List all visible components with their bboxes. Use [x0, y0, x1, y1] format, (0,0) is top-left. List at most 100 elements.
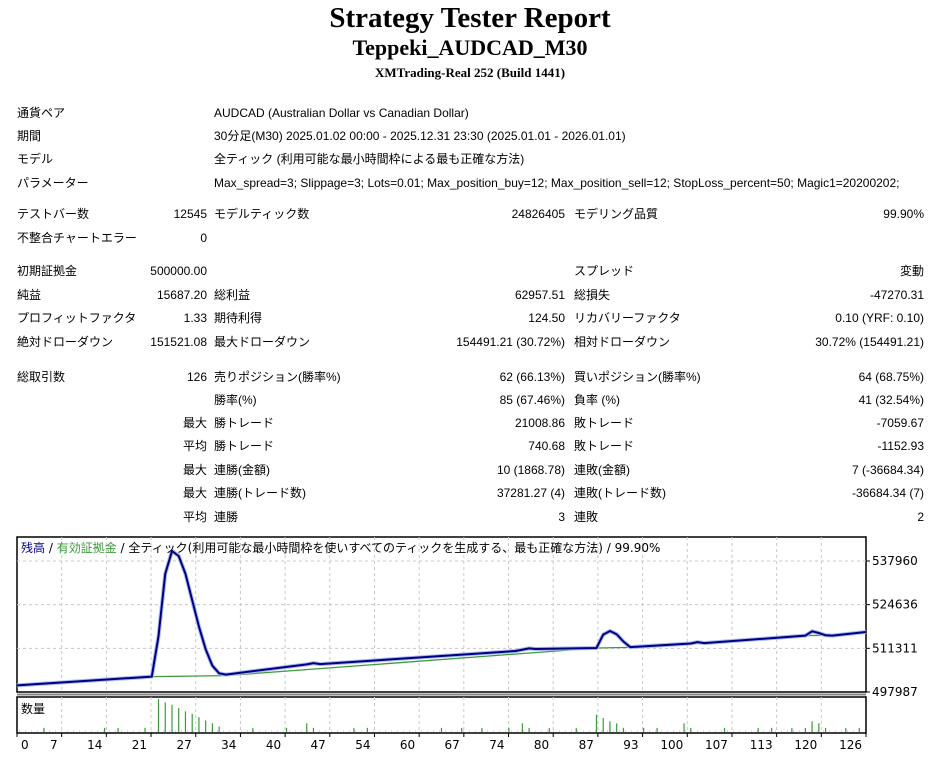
- stat-value: 7 (-36684.34): [851, 463, 924, 477]
- stat-value: 41 (32.54%): [858, 393, 924, 407]
- stats-row: 最大 連勝(トレード数) 37281.27 (4) 連敗(トレード数) -36684.3…: [0, 484, 940, 502]
- x-tick-label: 113: [750, 738, 773, 752]
- stat-value: 平均: [182, 510, 207, 524]
- x-tick-label: 93: [623, 738, 638, 752]
- stat-value: -36684.34 (7): [851, 486, 924, 500]
- stat-value: 24826405: [511, 207, 565, 221]
- stat-value: 0.10 (YRF: 0.10): [835, 311, 924, 325]
- stat-value: 最大: [182, 416, 207, 430]
- stat-label: 負率 (%): [574, 393, 620, 407]
- stat-label: モデルティック数: [214, 207, 310, 221]
- info-row: 期間 30分足(M30) 2025.01.02 00:00 - 2025.12.3…: [0, 127, 940, 145]
- x-tick-label: 120: [794, 738, 817, 752]
- stat-value: 15687.20: [156, 288, 207, 302]
- stat-value: 151521.08: [150, 335, 207, 349]
- stat-label: 総利益: [214, 288, 251, 302]
- stats-row: 勝率(%) 85 (67.46%) 負率 (%) 41 (32.54%): [0, 391, 940, 409]
- stat-value: 平均: [182, 439, 207, 453]
- y-tick-label: 524636: [872, 598, 918, 612]
- balance-chart: 0 7 14 21 27 34 40 47 54 60 67 74 80 87 93 100 107 113 120…: [16, 536, 918, 752]
- stat-value: 85 (67.46%): [499, 393, 565, 407]
- stats-row: プロフィットファクタ 1.33 期待利得 124.50 リカバリーファクタ 0.10 (Y…: [0, 309, 940, 327]
- volume-plot-frame: [16, 696, 867, 734]
- legend-balance: 残高: [21, 540, 45, 555]
- x-tick-label: 0: [21, 738, 29, 752]
- info-value: Max_spread=3; Slippage=3; Lots=0.01; Max…: [214, 176, 900, 190]
- main-plot-frame: [16, 536, 867, 693]
- stat-label: モデリング品質: [574, 207, 659, 221]
- stat-label: 連勝: [214, 510, 239, 524]
- stat-label: 初期証拠金: [17, 264, 78, 278]
- x-tick-label: 80: [534, 738, 549, 752]
- stats-row: 平均 連勝 3 連敗 2: [0, 508, 940, 526]
- info-label: モデル: [17, 152, 54, 166]
- stat-label: 連敗(トレード数): [574, 486, 666, 500]
- info-row: 通貨ペア AUDCAD (Australian Dollar vs Canadia…: [0, 104, 940, 122]
- stats-row: 初期証拠金 500000.00 スプレッド 変動: [0, 262, 940, 280]
- x-tick-label: 47: [311, 738, 326, 752]
- stat-label: 買いポジション(勝率%): [574, 370, 701, 384]
- stat-label: 総取引数: [17, 370, 66, 384]
- stat-label: 連勝(トレード数): [214, 486, 306, 500]
- stats-row: 平均 勝トレード 740.68 敗トレード -1152.93: [0, 437, 940, 455]
- stat-value: 変動: [899, 264, 924, 278]
- x-tick-label: 34: [221, 738, 236, 752]
- stat-value: 62957.51: [514, 288, 565, 302]
- x-tick-label: 14: [87, 738, 102, 752]
- y-tick-label: 497987: [872, 685, 918, 699]
- stat-value: -1152.93: [877, 439, 924, 453]
- report-title: Strategy Tester Report: [329, 2, 611, 34]
- legend-separator: /: [45, 541, 57, 555]
- stat-value: -7059.67: [876, 416, 924, 430]
- stats-row: 絶対ドローダウン 151521.08 最大ドローダウン 154491.21 (30.7…: [0, 333, 940, 351]
- x-tick-label: 126: [839, 738, 862, 752]
- expert-name: Teppeki_AUDCAD_M30: [352, 35, 588, 60]
- stat-value: 62 (66.13%): [499, 370, 565, 384]
- stat-value: 30.72% (154491.21): [815, 335, 924, 349]
- stats-row: 最大 勝トレード 21008.86 敗トレード -7059.67: [0, 414, 940, 432]
- x-tick-label: 74: [489, 738, 504, 752]
- stat-value: 37281.27 (4): [496, 486, 565, 500]
- stat-label: 連敗(金額): [574, 463, 630, 477]
- y-tick-label: 511311: [872, 641, 918, 655]
- stat-label: スプレッド: [574, 264, 635, 278]
- stat-value: 2: [917, 510, 924, 524]
- x-tick-label: 27: [176, 738, 191, 752]
- balance-line: [16, 550, 867, 687]
- stat-label: 絶対ドローダウン: [17, 335, 114, 349]
- stat-label: 期待利得: [214, 311, 263, 325]
- stat-label: 売りポジション(勝率%): [214, 370, 341, 384]
- stat-label: テストバー数: [17, 207, 90, 221]
- stats-row: 不整合チャートエラー 0: [0, 229, 940, 247]
- x-tick-label: 67: [445, 738, 460, 752]
- stat-label: プロフィットファクタ: [17, 311, 137, 325]
- info-label: パラメーター: [17, 176, 89, 190]
- info-value: AUDCAD (Australian Dollar vs Canadian Do…: [214, 106, 469, 120]
- stats-row: 最大 連勝(金額) 10 (1868.78) 連敗(金額) 7 (-36684.34): [0, 461, 940, 479]
- info-row: モデル 全ティック (利用可能な最小時間枠による最も正確な方法): [0, 150, 940, 168]
- x-tick-label: 100: [660, 738, 683, 752]
- stat-label: 勝トレード: [214, 439, 275, 453]
- stat-label: 不整合チャートエラー: [17, 231, 137, 245]
- stat-label: 勝率(%): [214, 393, 257, 407]
- legend-model: / 全ティック(利用可能な最小時間枠を使いすべてのティックを生成する、最も正確な…: [117, 540, 661, 555]
- x-tick-label: 54: [355, 738, 370, 752]
- stat-value: 99.90%: [883, 207, 924, 221]
- stat-label: 総損失: [574, 288, 611, 302]
- stat-value: 最大: [182, 463, 207, 477]
- stat-value: 12545: [173, 207, 207, 221]
- stat-label: 相対ドローダウン: [574, 335, 671, 349]
- stats-row: テストバー数 12545 モデルティック数 24826405 モデリング品質 99.90%: [0, 205, 940, 223]
- info-row: パラメーター Max_spread=3; Slippage=3; Lots=0.0…: [0, 174, 940, 192]
- stat-value: 3: [558, 510, 565, 524]
- stat-value: 最大: [182, 486, 207, 500]
- stat-label: 敗トレード: [574, 439, 635, 453]
- stat-value: 21008.86: [514, 416, 565, 430]
- x-tick-label: 7: [50, 738, 58, 752]
- stat-value: 64 (68.75%): [858, 370, 924, 384]
- stat-label: 敗トレード: [574, 416, 635, 430]
- stat-value: 126: [186, 370, 207, 384]
- volume-label: 数量: [21, 701, 45, 716]
- y-tick-label: 537960: [872, 554, 918, 568]
- stat-value: 1.33: [183, 311, 207, 325]
